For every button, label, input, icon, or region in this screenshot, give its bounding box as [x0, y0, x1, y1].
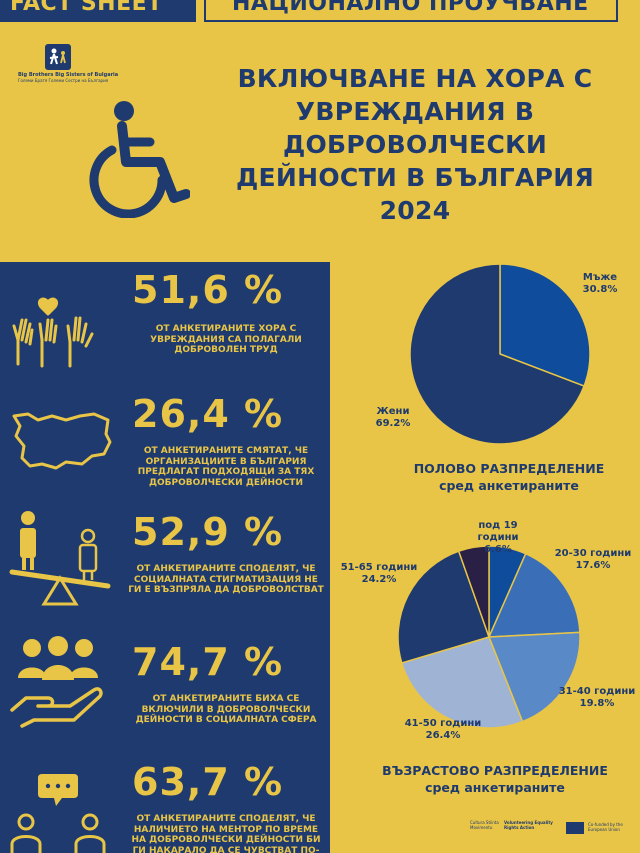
eu-flag-icon: [566, 822, 584, 834]
stat-description: ОТ АНКЕТИРАНИТЕ ХОРА С УВРЕЖДАНИЯ СА ПОЛ…: [150, 324, 302, 355]
tab-fact-sheet-label: FACT SHEET: [10, 0, 163, 16]
title-line: ДЕЙНОСТИ В БЪЛГАРИЯ: [235, 163, 594, 192]
pie-slice-4: [397, 550, 490, 664]
slice-value: 6.6%: [484, 544, 512, 555]
slice-label: 51-65 години: [340, 562, 418, 573]
mentor-chat-icon: [10, 774, 106, 853]
age-label-41-50: 41-50 години 26.4%: [400, 718, 486, 742]
slice-label: 41-50 години: [404, 718, 482, 729]
stat-percentage: 52,9 %: [132, 510, 284, 554]
organization-logo: Big Brothers Big Sisters of Bulgaria Гол…: [18, 44, 119, 83]
tab-national-survey-label: НАЦИОНАЛНО ПРОУЧВАНЕ: [232, 0, 589, 16]
title-line: ВКЛЮЧВАНЕ НА ХОРА С: [237, 64, 593, 93]
seesaw-people-icon: [9, 511, 111, 606]
slice-value: 69.2%: [375, 418, 411, 429]
header-tab-national-survey: НАЦИОНАЛНО ПРОУЧВАНЕ: [204, 0, 618, 22]
pie-slice-0: [499, 263, 591, 388]
page-title: ВКЛЮЧВАНЕ НА ХОРА С УВРЕЖДАНИЯ В ДОБРОВО…: [205, 62, 625, 227]
slice-label: Жени: [376, 406, 410, 417]
pie-slice-5: [457, 545, 490, 638]
partner-logo-vera: Volunteering Equality Rights Action: [504, 820, 553, 830]
partner-logos: Cultura Stiinta Movimentu Volunteering E…: [470, 814, 630, 844]
bulgaria-map-icon: [12, 412, 112, 470]
stat-description: ОТ АНКЕТИРАНИТЕ СПОДЕЛЯТ, ЧЕ СОЦИАЛНАТА …: [128, 564, 324, 595]
title-line: 2024: [379, 196, 451, 225]
slice-value: 26.4%: [425, 730, 461, 741]
age-label-under19: под 19 години 6.6%: [458, 520, 538, 556]
age-chart-title: ВЪЗРАСТОВО РАЗПРЕДЕЛЕНИЕ сред анкетирани…: [360, 762, 630, 796]
raised-hands-icon: [12, 297, 94, 368]
logo-subtitle: Големи Братя Големи Сестри на България: [18, 78, 109, 83]
gender-chart-title: ПОЛОВО РАЗПРЕДЕЛЕНИЕ сред анкетираните: [380, 460, 638, 494]
wheelchair-icon: [89, 101, 190, 218]
pie-slice-1: [487, 552, 581, 638]
logo-name: Big Brothers Big Sisters of Bulgaria: [18, 72, 119, 78]
stat-percentage: 63,7 %: [132, 760, 284, 804]
chart-title: ВЪЗРАСТОВО РАЗПРЕДЕЛЕНИЕ: [382, 763, 608, 778]
stats-panel: 51,6 % ОТ АНКЕТИРАНИТЕ ХОРА С УВРЕЖДАНИЯ…: [0, 262, 330, 853]
gender-label-men: Мъже 30.8%: [568, 272, 632, 296]
stat-percentage: 26,4 %: [132, 392, 284, 436]
chart-subtitle: сред анкетираните: [425, 780, 565, 795]
title-line: УВРЕЖДАНИЯ В: [295, 97, 535, 126]
stat-percentage: 51,6 %: [132, 268, 284, 312]
age-label-51-65: 51-65 години 24.2%: [336, 562, 422, 586]
slice-label: 20-30 години: [554, 548, 632, 559]
age-pie-chart: [397, 545, 581, 729]
chart-subtitle: сред анкетираните: [439, 478, 579, 493]
gender-pie-chart: [409, 263, 591, 445]
slice-value: 17.6%: [575, 560, 611, 571]
slice-value: 19.8%: [579, 698, 615, 709]
pie-slice-2: [487, 631, 581, 723]
age-label-20-30: 20-30 години 17.6%: [550, 548, 636, 572]
partner-logo-csm: Cultura Stiinta Movimentu: [470, 820, 499, 830]
slice-label: 31-40 години: [558, 686, 636, 697]
stat-description: ОТ АНКЕТИРАНИТЕ СПОДЕЛЯТ, ЧЕ НАЛИЧИЕТО Н…: [131, 814, 321, 853]
age-label-31-40: 31-40 години 19.8%: [554, 686, 640, 710]
slice-label: Мъже: [582, 272, 618, 283]
gender-label-women: Жени 69.2%: [366, 406, 420, 430]
eu-cofunded-label: Co-funded by the European Union: [588, 822, 623, 832]
slice-value: 24.2%: [361, 574, 397, 585]
hand-holding-people-icon: [10, 636, 103, 728]
slice-label: под 19 години: [477, 520, 519, 543]
stat-percentage: 74,7 %: [132, 640, 284, 684]
title-line: ДОБРОВОЛЧЕСКИ: [282, 130, 548, 159]
bbbs-logo-icon: [45, 44, 71, 70]
stat-description: ОТ АНКЕТИРАНИТЕ БИХА СЕ ВКЛЮЧИЛИ В ДОБРО…: [135, 694, 317, 725]
pie-slice-3: [400, 636, 524, 729]
chart-title: ПОЛОВО РАЗПРЕДЕЛЕНИЕ: [413, 461, 605, 476]
slice-value: 30.8%: [582, 284, 618, 295]
pie-slice-1: [409, 263, 586, 445]
stat-description: ОТ АНКЕТИРАНИТЕ СМЯТАТ, ЧЕ ОРГАНИЗАЦИИТЕ…: [137, 446, 315, 488]
header-tab-fact-sheet: FACT SHEET: [0, 0, 196, 22]
